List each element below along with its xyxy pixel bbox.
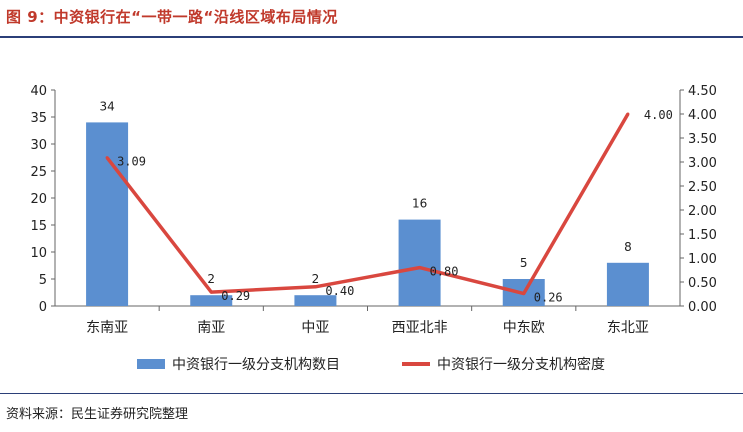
bar-value-label: 5 xyxy=(520,256,528,270)
bar xyxy=(190,295,233,306)
y-right-tick-label: 1.00 xyxy=(688,252,717,267)
line-point xyxy=(522,292,526,296)
y-left-tick-label: 15 xyxy=(30,219,47,234)
bar-value-label: 2 xyxy=(207,272,215,286)
bar-value-label: 16 xyxy=(412,197,427,211)
density-line xyxy=(105,113,630,296)
y-right-tick-label: 4.50 xyxy=(688,84,717,99)
legend-bar-label: 中资银行一级分支机构数目 xyxy=(172,357,340,373)
line-point xyxy=(418,266,422,270)
line-value-label: 0.26 xyxy=(534,291,563,305)
figure-title: 图 9：中资银行在“一带一路“沿线区域布局情况 xyxy=(6,8,338,26)
line-series xyxy=(105,112,630,296)
line-point xyxy=(209,290,213,294)
chart-axes: 05101520253035400.000.501.001.502.002.50… xyxy=(30,84,717,336)
y-left-tick-label: 35 xyxy=(30,111,47,126)
x-category-label: 西亚北非 xyxy=(392,320,448,336)
bar-value-label: 8 xyxy=(624,240,632,254)
y-right-tick-label: 0.00 xyxy=(688,300,717,315)
bar xyxy=(86,122,129,307)
y-right-tick-label: 3.50 xyxy=(688,132,717,147)
y-right-tick-label: 1.50 xyxy=(688,228,717,243)
line-value-label: 0.40 xyxy=(325,284,354,298)
y-right-tick-label: 2.00 xyxy=(688,204,717,219)
bar xyxy=(606,262,649,306)
line-value-label: 0.29 xyxy=(221,289,250,303)
line-point xyxy=(313,285,317,289)
y-right-tick-label: 2.50 xyxy=(688,180,717,195)
y-right-tick-label: 3.00 xyxy=(688,156,717,171)
y-left-tick-label: 30 xyxy=(30,138,47,153)
x-category-label: 中亚 xyxy=(301,320,329,336)
bar-series xyxy=(86,122,649,307)
data-labels: 34 2 2 16 5 8 3.09 0.29 0.40 0.80 0.26 4.00 xyxy=(99,99,672,304)
y-right-tick-label: 0.50 xyxy=(688,276,717,291)
x-category-label: 东北亚 xyxy=(607,320,649,336)
y-left-tick-label: 20 xyxy=(30,192,47,207)
y-right-tick-label: 4.00 xyxy=(688,108,717,123)
bar-value-label: 2 xyxy=(312,272,320,286)
bar-value-label: 34 xyxy=(99,99,114,113)
y-left-tick-label: 0 xyxy=(39,300,47,315)
line-value-label: 0.80 xyxy=(430,265,459,279)
x-category-label: 南亚 xyxy=(197,320,225,336)
bar xyxy=(398,219,441,306)
combo-chart: 05101520253035400.000.501.001.502.002.50… xyxy=(30,84,717,373)
bottom-rule xyxy=(0,393,743,394)
bar xyxy=(294,295,337,306)
y-left-tick-label: 25 xyxy=(30,165,47,180)
y-left-tick-label: 40 xyxy=(30,84,47,99)
legend-line-label: 中资银行一级分支机构密度 xyxy=(437,356,605,373)
y-left-tick-label: 5 xyxy=(39,273,47,288)
source-note: 资料来源：民生证券研究院整理 xyxy=(6,407,189,422)
line-value-label: 3.09 xyxy=(117,155,146,169)
top-rule xyxy=(0,36,743,38)
line-point xyxy=(626,112,630,116)
y-left-tick-label: 10 xyxy=(30,246,47,261)
x-category-label: 东南亚 xyxy=(86,320,128,336)
line-value-label: 4.00 xyxy=(644,108,673,122)
line-point xyxy=(105,156,109,160)
x-category-label: 中东欧 xyxy=(503,320,545,336)
legend-bar-swatch xyxy=(137,359,165,369)
legend: 中资银行一级分支机构数目 中资银行一级分支机构密度 xyxy=(137,356,605,373)
